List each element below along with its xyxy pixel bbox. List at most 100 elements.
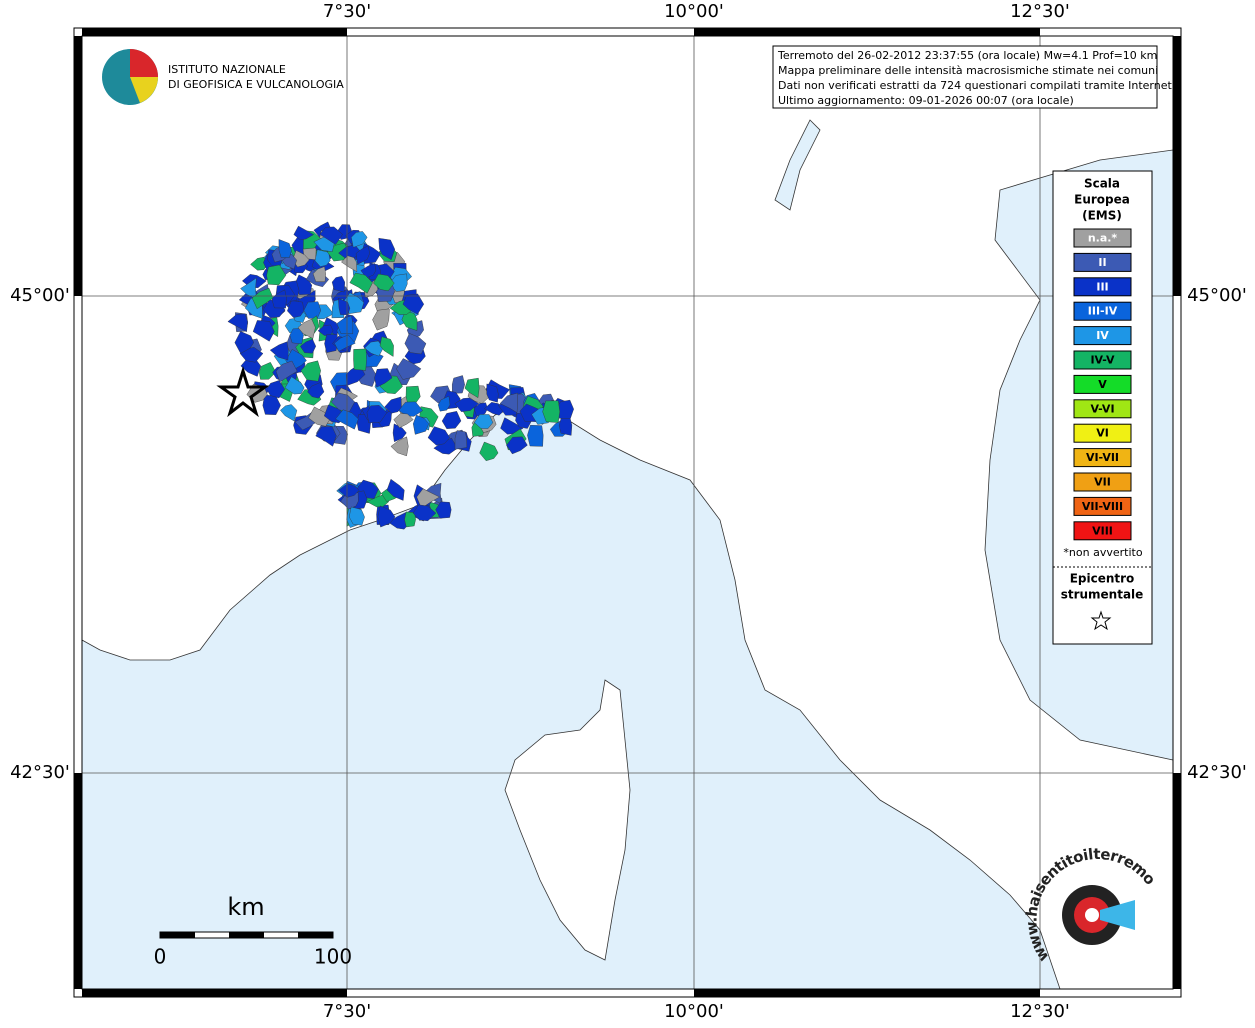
legend-label: III (1096, 280, 1108, 293)
municipality (251, 287, 274, 310)
municipality (401, 310, 418, 331)
municipality (464, 377, 480, 399)
legend-swatch (1073, 228, 1132, 248)
legend-label: VII (1094, 476, 1111, 489)
municipality (499, 392, 519, 413)
municipality (366, 405, 388, 424)
scale-segment (298, 932, 333, 938)
info-box (772, 45, 1158, 109)
frame-segment (694, 989, 1040, 997)
frame-segment (74, 773, 82, 989)
legend-label: VIII (1092, 524, 1113, 537)
municipality (373, 273, 395, 292)
municipality (396, 358, 422, 380)
municipality (402, 293, 425, 315)
municipality (278, 239, 292, 258)
badge-ring (1085, 908, 1099, 922)
municipality (234, 331, 255, 354)
legend-swatch (1073, 374, 1132, 394)
municipality (227, 313, 248, 333)
lon-label: 7°30' (323, 1001, 371, 1022)
municipality (384, 396, 402, 414)
municipality (372, 308, 390, 331)
municipality (353, 348, 367, 371)
municipality (287, 300, 305, 318)
legend-label: IV (1096, 329, 1109, 342)
municipality (454, 430, 468, 450)
municipality (239, 346, 264, 363)
municipality (307, 382, 325, 399)
frame-segment (694, 28, 1040, 36)
municipality (506, 436, 528, 455)
municipality (527, 424, 544, 447)
municipality (349, 272, 373, 294)
frame-segment (74, 36, 82, 296)
epicenter-star (216, 365, 270, 418)
municipality (435, 501, 452, 519)
municipality (275, 360, 298, 383)
legend-note: *non avvertito (1063, 546, 1142, 559)
municipality (427, 426, 451, 446)
municipality (393, 413, 414, 429)
sea (81, 404, 1061, 990)
legend-label: VII-VIII (1082, 500, 1123, 513)
legend-swatch (1073, 472, 1132, 492)
scale-segment (229, 932, 264, 938)
lat-label: 42°30' (10, 762, 70, 783)
frame-segment (82, 28, 347, 36)
municipality (416, 488, 440, 509)
legend-epicenter: strumentale (1061, 588, 1144, 602)
municipality (473, 402, 488, 418)
scale-unit: km (227, 893, 264, 921)
lake (774, 119, 821, 211)
municipality (266, 264, 287, 286)
municipality (404, 333, 427, 355)
municipality (284, 376, 305, 395)
frame-outer (73, 27, 1182, 998)
municipality (441, 411, 462, 429)
municipality (324, 334, 338, 353)
info-line: Ultimo aggiornamento: 09-01-2026 00:07 (… (778, 94, 1074, 107)
legend-label: II (1098, 256, 1106, 269)
lat-label: 45°00' (10, 285, 70, 306)
municipality (386, 478, 405, 501)
municipality (300, 338, 317, 354)
logo-text: ISTITUTO NAZIONALE (168, 63, 286, 76)
scale-bar: km 0 100 (154, 893, 352, 969)
info-line: Mappa preliminare delle intensità macros… (778, 64, 1158, 77)
badge-horn (1100, 900, 1135, 930)
legend-swatch (1073, 326, 1132, 346)
municipality (374, 368, 393, 388)
municipality (334, 334, 356, 352)
legend-swatch (1073, 252, 1132, 272)
municipality (558, 417, 573, 436)
frame-segment (82, 989, 347, 997)
municipality (319, 226, 343, 245)
lon-label: 7°30' (323, 1, 371, 22)
municipality (437, 395, 451, 412)
municipality (348, 506, 365, 526)
ingv-logo: ISTITUTO NAZIONALE DI GEOFISICA E VULCAN… (102, 49, 344, 105)
legend-label: VI-VII (1086, 451, 1119, 464)
municipality (351, 231, 368, 248)
municipality (454, 397, 480, 412)
municipality (451, 375, 465, 394)
frame-segment (1173, 36, 1181, 296)
municipality (486, 383, 499, 403)
legend-label: III-IV (1088, 305, 1118, 318)
legend-title: Europea (1074, 193, 1130, 207)
municipality (341, 255, 358, 273)
legend-swatch (1073, 301, 1132, 321)
municipality (315, 426, 337, 447)
lat-label: 45°00' (1187, 285, 1247, 306)
municipality (252, 320, 275, 342)
municipality (364, 340, 384, 357)
municipality (542, 400, 561, 423)
legend-swatch (1073, 277, 1132, 297)
municipality (379, 336, 394, 357)
legend-swatch (1073, 350, 1132, 370)
frame-segment (1173, 773, 1181, 989)
lon-label: 10°00' (664, 1, 724, 22)
legend-label: V-VI (1090, 402, 1114, 415)
